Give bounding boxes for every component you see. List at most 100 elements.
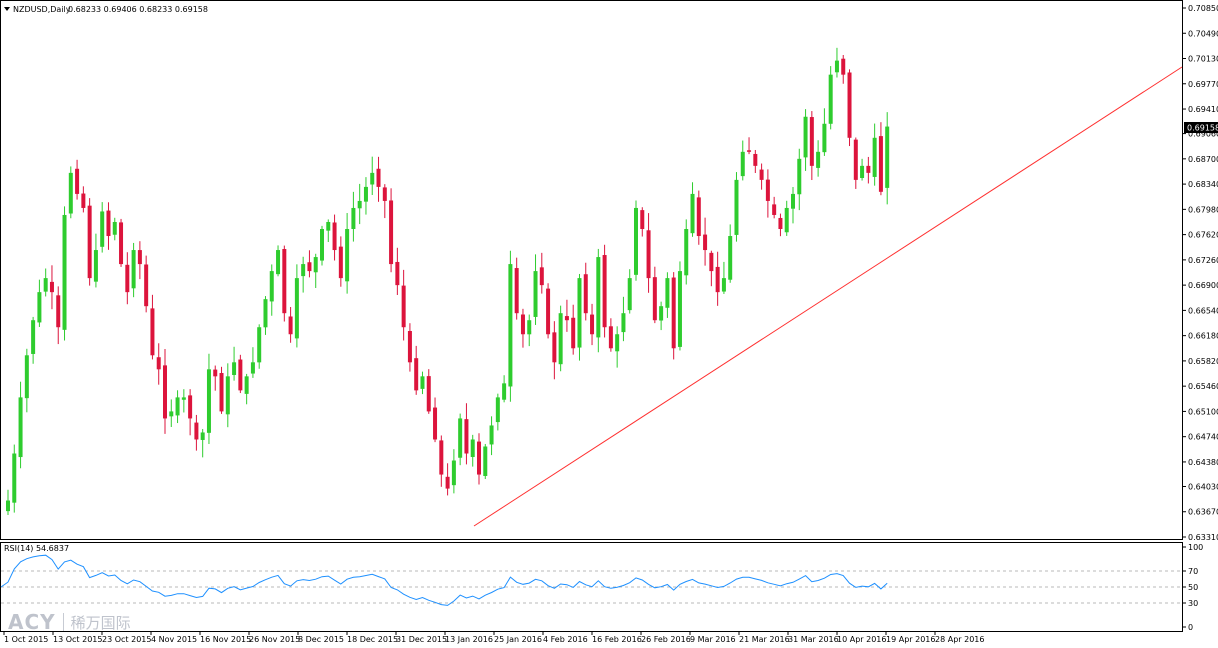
candle-body	[87, 205, 92, 279]
time-tick-label: 16 Feb 2016	[592, 635, 642, 644]
time-tick-label: 10 Apr 2016	[837, 635, 886, 644]
candle-body	[860, 165, 865, 178]
candle-body	[753, 153, 758, 166]
candle-body	[294, 278, 299, 339]
candle-body	[458, 418, 463, 458]
price-tick-label: 0.69410	[1188, 105, 1218, 114]
candle-body	[483, 446, 488, 476]
candle-body	[56, 295, 61, 328]
rsi-axis: 100 70 50 30 0	[1182, 543, 1203, 632]
candle-body	[37, 292, 42, 323]
rsi-line	[0, 554, 888, 606]
candle-body	[778, 217, 783, 230]
candle-body	[81, 193, 86, 208]
candle-body	[332, 222, 337, 251]
candle-body	[841, 58, 846, 75]
candle-body	[640, 210, 645, 230]
candle-body	[878, 136, 883, 192]
time-tick-label: 25 Jan 2016	[494, 635, 542, 644]
candle-body	[250, 362, 255, 374]
candle-body	[194, 422, 199, 440]
candle-body	[703, 234, 708, 251]
candle-body	[533, 271, 538, 317]
price-tick-label: 0.65460	[1188, 382, 1218, 391]
time-tick-label: 26 Feb 2016	[641, 635, 691, 644]
candle-body	[451, 460, 456, 486]
candle-body	[225, 376, 230, 415]
price-tick-label: 0.66900	[1188, 281, 1218, 290]
candle-body	[558, 313, 563, 365]
candle-body	[747, 150, 752, 152]
candle-body	[131, 250, 136, 289]
candle-body	[93, 250, 98, 282]
price-tick-label: 0.67980	[1188, 205, 1218, 214]
candle-body	[43, 278, 48, 292]
candle-body	[608, 326, 613, 349]
candle-body	[853, 139, 858, 180]
candle-body	[464, 419, 469, 454]
candle-body	[659, 306, 664, 321]
price-tick-label: 0.64030	[1188, 482, 1218, 491]
candle-body	[144, 264, 149, 307]
rsi-tick-label: 50	[1188, 583, 1198, 592]
chart-header[interactable]: NZDUSD,Daily 0.68233 0.69406 0.68233 0.6…	[4, 5, 208, 14]
candle-body	[797, 158, 802, 195]
candle-body	[652, 277, 657, 321]
time-tick-label: 19 Apr 2016	[886, 635, 935, 644]
dropdown-arrow-icon[interactable]	[4, 7, 10, 11]
price-tick-label: 0.70490	[1188, 29, 1218, 38]
candle-body	[320, 229, 324, 261]
price-tick-label: 0.70130	[1188, 55, 1218, 64]
rsi-label: RSI(14) 54.6837	[4, 544, 69, 553]
candle-body	[791, 193, 795, 209]
time-tick-label: 16 Nov 2015	[200, 635, 251, 644]
candle-body	[834, 60, 839, 73]
acy-logo: ACY 稀万国际	[8, 610, 131, 634]
time-axis: 1 Oct 2015 13 Oct 2015 23 Oct 2015 4 Nov 20…	[3, 631, 984, 644]
candle-body	[514, 268, 519, 314]
candle-body	[263, 299, 268, 328]
candle-body	[370, 172, 375, 185]
candle-body	[426, 376, 431, 412]
candle-body	[527, 320, 532, 335]
candle-body	[564, 316, 569, 321]
time-tick-label: 31 Dec 2015	[396, 635, 447, 644]
time-tick-label: 8 Dec 2015	[298, 635, 344, 644]
candle-body	[571, 317, 576, 349]
trend-line[interactable]	[473, 66, 1183, 527]
candle-body	[709, 252, 714, 272]
candle-body	[577, 278, 582, 348]
candle-body	[219, 372, 224, 412]
candle-body	[24, 355, 29, 399]
time-tick-label: 1 Oct 2015	[4, 635, 48, 644]
candle-body	[784, 207, 789, 233]
candle-body	[646, 230, 651, 279]
rsi-tick-label: 0	[1188, 623, 1193, 632]
price-tick-label: 0.65100	[1188, 407, 1218, 416]
candle-body	[508, 264, 513, 387]
candle-body	[520, 314, 525, 335]
candle-body	[420, 376, 425, 389]
candle-body	[414, 358, 419, 391]
candle-body	[357, 200, 362, 209]
logo-brand: ACY	[8, 610, 56, 634]
rsi-tick-label: 30	[1188, 599, 1198, 608]
candle-body	[634, 207, 638, 275]
candle-body	[31, 320, 36, 354]
candle-body	[502, 383, 507, 400]
time-tick-label: 23 Oct 2015	[102, 635, 151, 644]
candle-body	[847, 72, 852, 138]
candle-body	[590, 314, 595, 335]
candle-body	[828, 74, 833, 124]
candle-body	[721, 278, 726, 292]
price-tick-label: 0.69060	[1188, 130, 1218, 139]
candle-body	[395, 261, 400, 286]
price-tick-label: 0.66180	[1188, 332, 1218, 341]
candle-body	[596, 257, 601, 338]
price-panel	[0, 0, 1183, 540]
time-tick-label: 26 Nov 2015	[249, 635, 300, 644]
candle-body	[376, 168, 381, 187]
candle-body	[407, 330, 412, 363]
candle-body	[257, 327, 262, 363]
